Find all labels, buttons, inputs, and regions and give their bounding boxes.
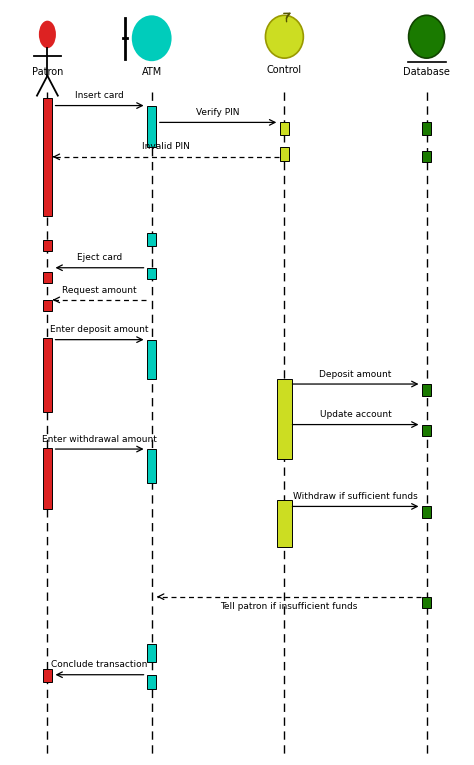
Text: Eject card: Eject card [77,253,122,262]
Ellipse shape [265,15,303,58]
Text: Deposit amount: Deposit amount [319,369,392,379]
Bar [43,448,52,509]
Bar [147,106,156,147]
Text: ATM: ATM [142,67,162,77]
Bar [147,675,156,688]
Bar [280,122,289,135]
Bar [147,268,156,279]
Bar [43,240,52,251]
Text: Database: Database [403,67,450,77]
Text: Patron: Patron [32,67,63,77]
Bar [277,500,292,547]
Ellipse shape [409,15,445,58]
Bar [422,384,431,396]
Bar [277,379,292,459]
Bar [43,338,52,412]
Text: Verify PIN: Verify PIN [196,108,240,117]
Bar [422,151,431,162]
Bar [280,147,289,161]
Bar [43,272,52,283]
Text: Invalid PIN: Invalid PIN [142,142,190,151]
Bar [422,122,431,135]
Text: Tell patron if insufficient funds: Tell patron if insufficient funds [220,602,358,611]
Ellipse shape [132,15,172,61]
Bar [147,340,156,379]
Text: Enter withdrawal amount: Enter withdrawal amount [42,435,157,444]
Text: Insert card: Insert card [75,91,124,100]
Text: Request amount: Request amount [62,285,137,295]
Text: Conclude transaction: Conclude transaction [51,660,148,669]
Bar [147,449,156,483]
Text: Update account: Update account [319,410,392,419]
Text: Withdraw if sufficient funds: Withdraw if sufficient funds [293,492,418,501]
Bar [422,597,431,608]
Bar [147,233,156,246]
Text: Control: Control [267,65,302,75]
Bar [43,98,52,216]
Bar [43,300,52,311]
Bar [422,506,431,518]
Text: Enter deposit amount: Enter deposit amount [50,325,149,334]
Circle shape [39,21,56,48]
Bar [43,669,52,682]
Bar [422,425,431,436]
Bar [147,644,156,662]
